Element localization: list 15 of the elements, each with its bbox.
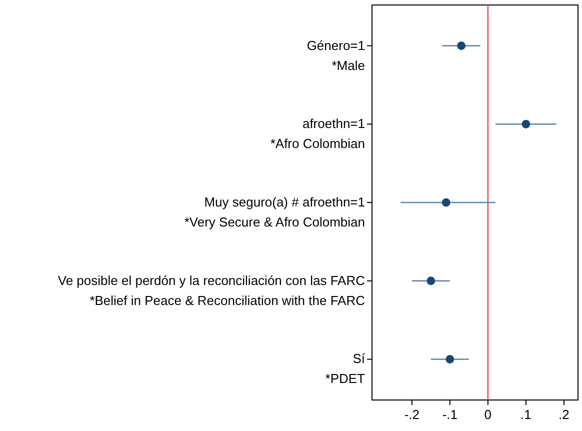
x-tick-label: .2 <box>558 407 570 422</box>
x-tick-label: .1 <box>520 407 532 422</box>
point <box>522 120 530 128</box>
x-tick-label: -.2 <box>404 407 420 422</box>
y-tick-label: Muy seguro(a) # afroethn=1 *Very Secure & Afro Colombian <box>184 194 365 230</box>
y-tick-label: Género=1 *Male <box>306 38 365 73</box>
y-tick-label: afroethn=1 *Afro Colombian <box>270 116 365 152</box>
y-tick-label: Sí *PDET <box>325 351 366 386</box>
point <box>442 198 450 207</box>
x-tick-label: -.1 <box>442 407 458 422</box>
x-tick-label: 0 <box>484 407 492 422</box>
point <box>426 276 436 286</box>
point <box>457 42 466 50</box>
point <box>446 355 454 364</box>
y-tick-label: Ve posible el perdón y la reconciliación con las FARC *Belief in Peace & Reconciliation with the FARC <box>58 272 365 308</box>
